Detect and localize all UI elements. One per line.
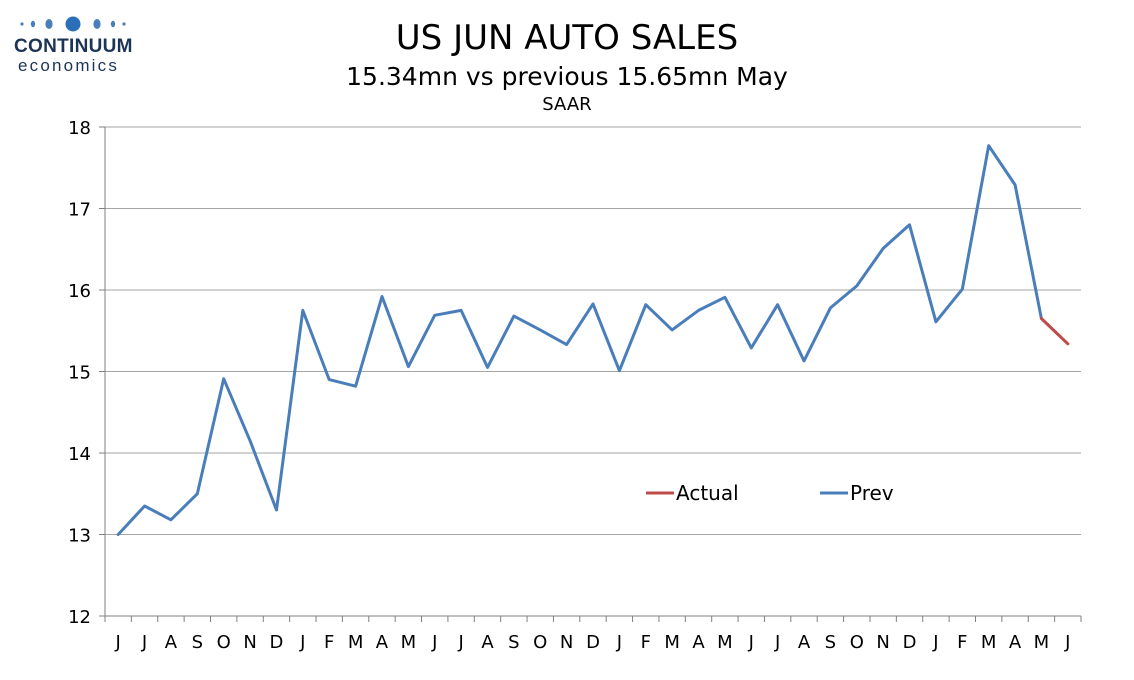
logo-wordmark: CONTINUUM [14,36,133,57]
y-tick-label: 12 [68,607,91,628]
y-tick-label: 18 [68,118,91,139]
x-tick-label: S [192,632,203,653]
x-tick-label: J [616,632,622,653]
y-tick-label: 17 [68,200,91,221]
logo-dots-icon [20,16,126,32]
x-tick-label: J [431,632,437,653]
x-tick-label: N [243,632,256,653]
continuum-economics-logo: CONTINUUM economics [8,14,138,78]
chart-note: SAAR [542,94,592,115]
x-tick-label: O [533,632,547,653]
x-tick-label: M [401,632,417,653]
chart-title: US JUN AUTO SALES [395,18,739,58]
legend: Actual Prev [646,481,894,505]
series-line-actual [1039,317,1070,346]
legend-label-actual: Actual [676,481,739,505]
x-tick-label: N [560,632,573,653]
x-tick-label: J [748,632,754,653]
y-tick-label: 13 [68,526,91,547]
x-tick-label: S [508,632,519,653]
series-line-prev [116,144,1043,536]
x-tick-label: N [876,632,889,653]
legend-label-prev: Prev [850,481,894,505]
x-tick-label: F [324,632,334,653]
x-tick-label: M [664,632,680,653]
x-tick-label: A [1009,632,1022,653]
x-tick-label: D [586,632,600,653]
x-tick-label: A [798,632,811,653]
axes [99,126,1082,622]
x-tick-label: M [981,632,997,653]
y-tick-labels: 12 13 14 15 16 17 18 [68,118,91,628]
x-tick-label: J [299,632,305,653]
x-tick-label: J [774,632,780,653]
logo-subtitle: economics [18,56,120,75]
y-tick-label: 16 [68,281,91,302]
x-tick-label: J [932,632,938,653]
x-tick-label: J [115,632,121,653]
x-tick-label: S [825,632,836,653]
x-tick-label: O [850,632,864,653]
chart-subtitle: 15.34mn vs previous 15.65mn May [346,62,788,91]
x-tick-label: J [141,632,147,653]
x-tick-label: J [1064,632,1070,653]
x-tick-label: M [1034,632,1050,653]
x-tick-label: F [641,632,651,653]
x-tick-label: D [270,632,284,653]
x-tick-label: M [348,632,364,653]
x-tick-label: J [457,632,463,653]
x-tick-label: A [692,632,705,653]
y-tick-label: 14 [68,444,91,465]
x-tick-label: A [376,632,389,653]
series-lines [116,144,1070,536]
x-tick-label: A [481,632,494,653]
x-tick-label: M [717,632,733,653]
y-tick-label: 15 [68,363,91,384]
x-tick-label: D [903,632,917,653]
gridlines [105,126,1081,535]
x-tick-label: F [957,632,967,653]
x-tick-label: A [165,632,178,653]
x-tick-label: O [217,632,231,653]
